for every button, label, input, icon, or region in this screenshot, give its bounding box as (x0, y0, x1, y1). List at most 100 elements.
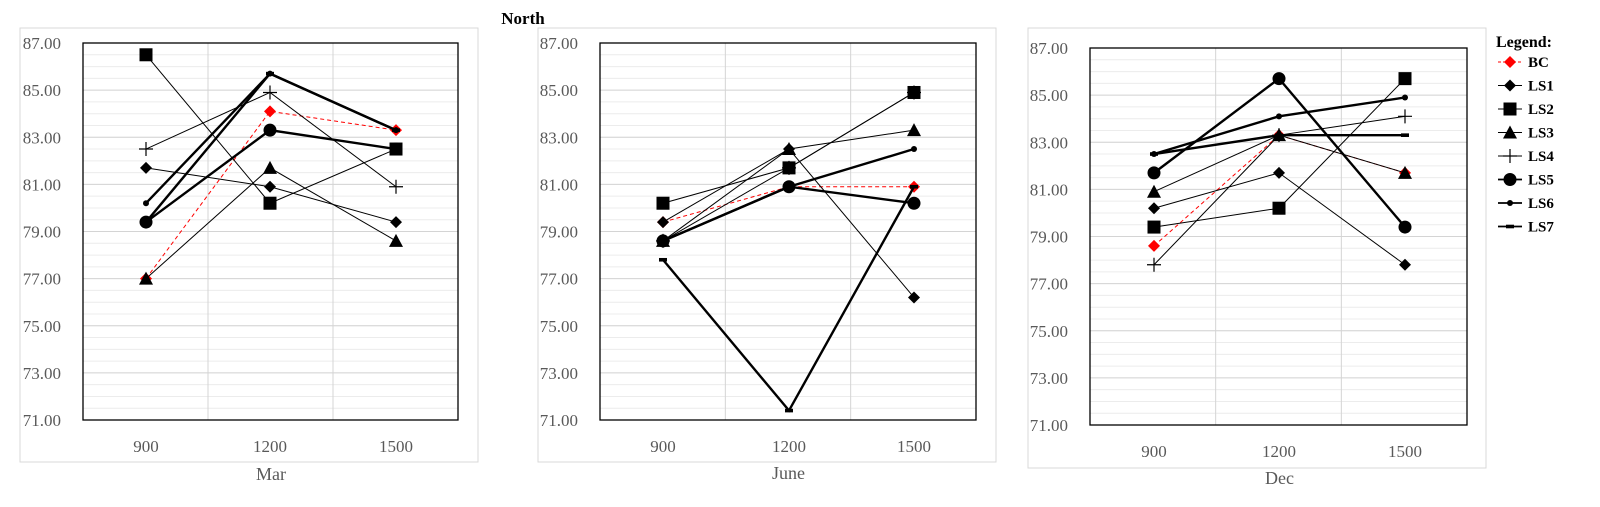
legend-label: LS2 (1528, 102, 1554, 118)
data-point-ls5 (1398, 220, 1412, 234)
data-point-ls7 (910, 184, 918, 189)
data-point-ls3 (139, 271, 153, 285)
data-point-ls6 (786, 183, 792, 190)
data-point-ls3 (1398, 165, 1412, 179)
x-tick-label: 1500 (897, 437, 931, 456)
legend-label: LS5 (1528, 173, 1554, 189)
legend-item-ls4: LS4 (1498, 149, 1554, 165)
x-tick-label: 900 (1141, 442, 1167, 461)
x-tick-label: 1200 (253, 437, 287, 456)
y-tick-label: 81.00 (540, 175, 578, 194)
data-point-ls5 (1147, 166, 1161, 180)
legend-item-ls3: LS3 (1498, 125, 1554, 142)
legend: Legend: BC LS1 LS2 LS3 LS4 LS5 LS6 LS7 (1496, 34, 1554, 236)
data-point-ls3 (907, 123, 921, 137)
x-tick-label: 900 (133, 437, 159, 456)
y-tick-label: 73.00 (540, 364, 578, 383)
y-tick-label: 83.00 (540, 128, 578, 147)
plot-area-border (1089, 47, 1468, 426)
series-ls7 (142, 71, 400, 224)
data-point-ls4 (263, 85, 277, 100)
legend-label: LS3 (1528, 126, 1554, 142)
data-point-ls6 (660, 237, 666, 244)
data-point-ls2 (1398, 72, 1412, 86)
y-tick-label: 81.00 (23, 175, 61, 194)
data-point-ls1 (1273, 166, 1285, 179)
data-point-ls2 (263, 196, 277, 210)
y-tick-label: 79.00 (23, 223, 61, 242)
y-tick-label: 79.00 (540, 223, 578, 242)
series-ls7 (1150, 133, 1409, 156)
data-point-ls7 (785, 408, 793, 413)
data-point-ls5 (1272, 72, 1286, 86)
legend-marker-bc (1504, 56, 1516, 68)
y-tick-label: 85.00 (23, 81, 61, 100)
y-tick-label: 75.00 (540, 317, 578, 336)
legend-item-ls5: LS5 (1498, 173, 1554, 189)
data-point-ls2 (1147, 220, 1161, 234)
data-point-ls4 (1398, 109, 1412, 124)
data-point-ls5 (907, 196, 921, 210)
y-tick-label: 79.00 (1030, 228, 1068, 247)
data-point-ls7 (142, 220, 150, 224)
data-point-ls2 (139, 48, 153, 62)
y-tick-label: 83.00 (1030, 133, 1068, 152)
data-point-ls3 (782, 142, 796, 156)
data-point-ls1 (657, 216, 669, 229)
data-point-ls4 (1147, 257, 1161, 272)
data-point-ls6 (911, 146, 917, 153)
legend-marker-ls2 (1503, 102, 1517, 116)
data-point-ls6 (1402, 94, 1408, 101)
legend-marker-ls4 (1503, 149, 1517, 163)
data-point-ls1 (908, 291, 920, 304)
legend-marker-ls6 (1507, 200, 1513, 206)
series-ls5 (139, 123, 403, 229)
data-point-ls7 (1150, 152, 1158, 156)
data-point-ls3 (1147, 184, 1161, 198)
data-point-ls1 (140, 161, 152, 174)
legend-item-bc: BC (1498, 55, 1549, 71)
chart-area-frame (537, 27, 997, 463)
series-ls1 (1148, 166, 1411, 271)
legend-marker-ls5 (1503, 173, 1517, 186)
data-point-ls4 (782, 160, 796, 175)
x-tick-label: 1200 (772, 437, 806, 456)
data-point-bc (1148, 239, 1160, 252)
legend-item-ls7: LS7 (1498, 220, 1554, 236)
data-point-ls7 (266, 71, 274, 76)
y-tick-label: 71.00 (540, 411, 578, 430)
chart-panel-dec: 87.00 85.00 83.00 81.00 79.00 77.00 75.00 73.00… (1027, 27, 1487, 488)
y-tick-label: 75.00 (23, 317, 61, 336)
data-point-ls3 (263, 160, 277, 174)
data-point-ls4 (139, 142, 153, 157)
legend-item-ls6: LS6 (1498, 196, 1554, 212)
y-tick-label: 87.00 (540, 34, 578, 53)
data-point-ls7 (1275, 133, 1283, 137)
series-ls3 (139, 160, 403, 285)
data-point-ls7 (392, 128, 400, 132)
data-point-ls4 (907, 85, 921, 100)
data-point-ls5 (389, 142, 403, 156)
x-tick-label: 1500 (379, 437, 413, 456)
x-tick-label: 900 (650, 437, 676, 456)
data-point-ls2 (1272, 201, 1286, 215)
x-axis-label: Dec (1265, 468, 1294, 488)
y-tick-label: 83.00 (23, 128, 61, 147)
legend-item-ls2: LS2 (1498, 102, 1554, 118)
y-tick-label: 77.00 (540, 270, 578, 289)
x-tick-label: 1500 (1388, 442, 1422, 461)
data-point-ls6 (143, 200, 149, 207)
legend-label: LS4 (1528, 149, 1554, 165)
data-point-ls4 (389, 179, 403, 194)
y-tick-label: 87.00 (23, 34, 61, 53)
legend-label: LS7 (1528, 220, 1554, 236)
legend-marker-ls1 (1504, 79, 1516, 92)
legend-marker-ls3 (1503, 125, 1517, 139)
y-tick-label: 71.00 (1030, 416, 1068, 435)
data-point-ls1 (390, 216, 402, 229)
legend-title: Legend: (1496, 34, 1552, 51)
plot-area-border (82, 42, 459, 421)
legend-label: LS6 (1528, 196, 1554, 212)
series-ls6 (660, 146, 917, 244)
